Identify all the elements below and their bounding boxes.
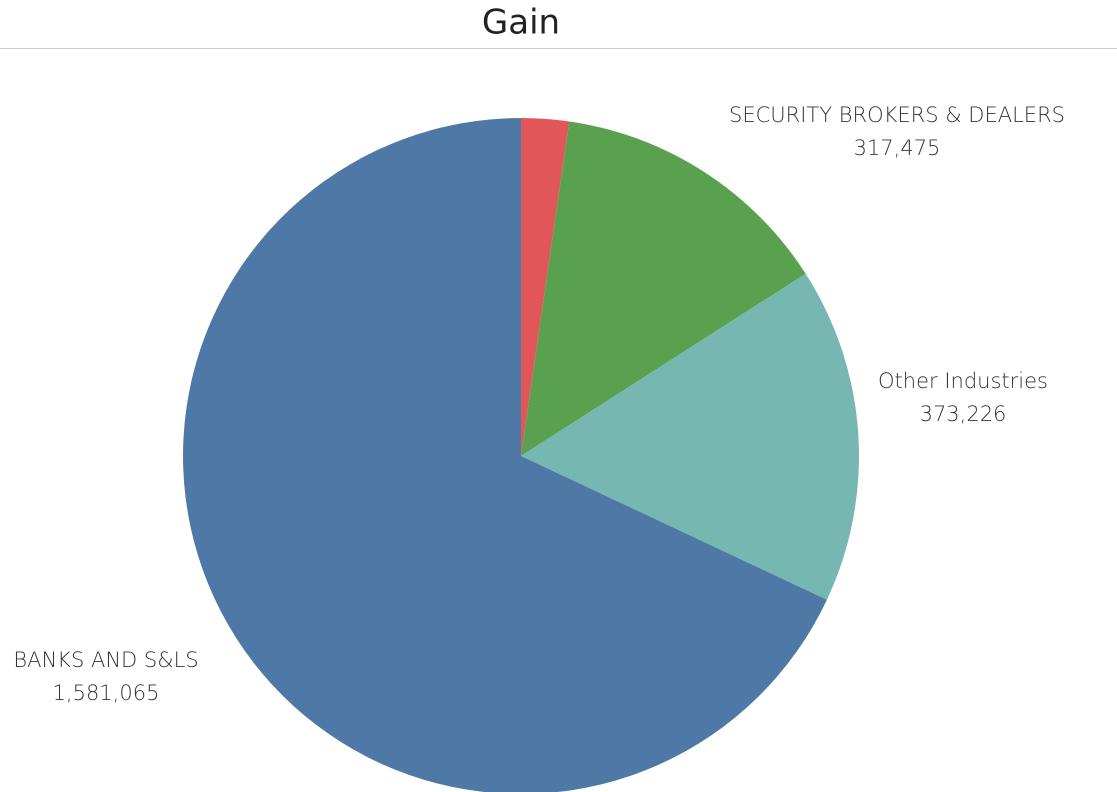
- slice-value: 317,475: [854, 136, 941, 160]
- chart-title: Gain: [482, 3, 560, 43]
- pie-slice: [521, 118, 570, 456]
- pie-slice: [183, 118, 827, 792]
- pie-slice: [521, 121, 806, 456]
- slice-value: 373,226: [920, 402, 1007, 426]
- slice-value: 1,581,065: [53, 681, 160, 705]
- slice-label: SECURITY BROKERS & DEALERS: [729, 103, 1065, 127]
- slice-label: Other Industries: [878, 369, 1048, 393]
- pie-slice: [521, 273, 860, 600]
- slice-label: BANKS AND S&LS: [13, 648, 198, 672]
